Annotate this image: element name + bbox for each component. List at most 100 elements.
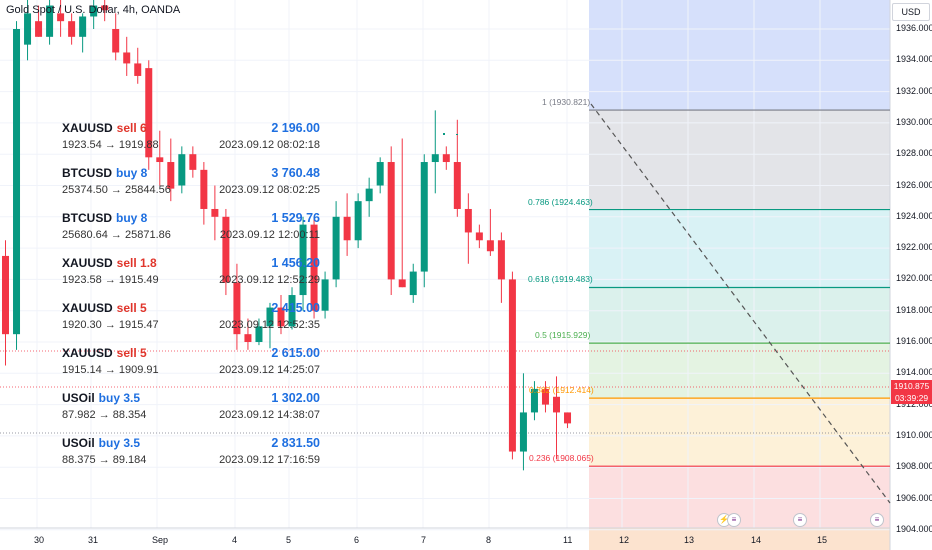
symbol-title: Gold Spot / U.S. Dollar, 4h, OANDA (6, 4, 181, 16)
candle-body (68, 21, 76, 37)
price-tick-label: 1914.000 (896, 367, 932, 378)
price-tick-label: 1904.000 (896, 523, 932, 534)
candle (156, 130, 164, 186)
trade-entry: XAUUSD sell 5 2 615.00 1915.14 → 1909.91 202… (62, 346, 320, 384)
currency-button[interactable]: USD (892, 3, 930, 21)
symbol-text: XAUUSD (62, 301, 113, 315)
candle (299, 216, 307, 311)
candle (35, 5, 43, 37)
candle (420, 154, 428, 288)
fib-level-label: 1 (1930.821) (542, 97, 591, 108)
candle (310, 216, 318, 319)
candle-body (564, 412, 572, 424)
trade-pnl: 1 302.00 (271, 391, 320, 405)
candle-body (2, 255, 9, 335)
price-tick-label: 1906.000 (896, 492, 932, 503)
candle-body (101, 5, 109, 11)
candle-body (167, 162, 175, 189)
candle-body (310, 224, 318, 311)
chart-annotations (443, 133, 458, 135)
time-tick-label: 11 (563, 535, 573, 545)
trade-symbol: XAUUSD sell 1.8 (62, 256, 157, 270)
candle-body (277, 307, 285, 327)
trade-action: sell 6 (116, 121, 147, 135)
time-tick-label: 6 (354, 535, 360, 545)
time-tick-label: 4 (232, 535, 238, 545)
candle (277, 295, 285, 335)
candle-body (332, 216, 340, 280)
trade-entry: BTCUSD buy 8 1 529.76 25680.64 → 25871.86 20… (62, 211, 320, 249)
trade-action: buy 8 (116, 166, 148, 180)
trade-symbol: BTCUSD buy 8 (62, 211, 147, 225)
trade-symbol: BTCUSD buy 8 (62, 166, 147, 180)
candle (57, 0, 65, 37)
candle-body (442, 154, 450, 163)
candle-body (464, 208, 472, 233)
candle-body (46, 5, 54, 37)
time-tick-label: 30 (34, 535, 45, 545)
candle-body (508, 279, 516, 452)
trade-action: sell 1.8 (116, 256, 157, 270)
price-tick-label: 1930.000 (896, 116, 932, 127)
price-tick-label: 1934.000 (896, 54, 932, 65)
trade-entry: BTCUSD buy 8 3 760.48 25374.50 → 25844.56 20… (62, 166, 320, 204)
candle (398, 138, 406, 288)
fib-level-label: 0.5 (1915.929) (535, 330, 591, 341)
candle-body (387, 162, 395, 280)
candle (343, 193, 351, 256)
candle (486, 208, 494, 256)
candle-body (398, 279, 406, 288)
price-tick-label: 1910.000 (896, 429, 932, 440)
time-tick-label: 5 (286, 535, 292, 545)
candle (332, 201, 340, 288)
price-tick-label: 1924.000 (896, 210, 932, 221)
us-flag-icon[interactable]: ≡ (870, 513, 884, 527)
candle (376, 157, 384, 194)
trade-pnl: 2 615.00 (271, 346, 320, 360)
symbol-text: XAUUSD (62, 256, 113, 270)
candle (475, 224, 483, 249)
candle-body (431, 154, 439, 163)
trade-symbol: USOil buy 3.5 (62, 391, 140, 405)
trade-pnl: 2 415.00 (271, 301, 320, 315)
last-price-tag: 1910.875 03:39:29 (891, 380, 932, 404)
candle (442, 146, 450, 170)
symbol-text: BTCUSD (62, 166, 112, 180)
trade-price-range: 1923.58 → 1915.49 (62, 274, 159, 286)
candle (167, 138, 175, 202)
candle-body (266, 307, 274, 327)
trade-timestamp: 2023.09.12 14:25:07 (219, 364, 320, 376)
candle-body (211, 208, 219, 217)
candle (101, 0, 109, 22)
candle-body (497, 240, 505, 280)
price-tick-label: 1918.000 (896, 304, 932, 315)
trade-action: buy 3.5 (98, 391, 141, 405)
candle (409, 263, 417, 303)
candle (519, 373, 527, 471)
price-tick-label: 1908.000 (896, 461, 932, 472)
candle (464, 193, 472, 264)
price-tick-label: 1916.000 (896, 336, 932, 346)
candle (244, 318, 252, 350)
candle-body (233, 282, 241, 335)
symbol-text: USOil (62, 391, 95, 405)
candle-body (530, 388, 538, 413)
candle (266, 302, 274, 349)
candle-body (57, 13, 65, 22)
trade-timestamp: 2023.09.12 12:52:35 (219, 319, 320, 331)
us-flag-icon[interactable]: ≡ (793, 513, 807, 527)
time-tick-label: 12 (619, 535, 630, 545)
candle (453, 119, 461, 217)
us-flag-icon[interactable]: ≡ (727, 513, 741, 527)
trade-timestamp: 2023.09.12 12:52:29 (219, 274, 320, 286)
candle-body (244, 334, 252, 342)
candle-body (365, 188, 373, 202)
symbol-text: XAUUSD (62, 346, 113, 360)
candle (123, 36, 131, 76)
marker (443, 133, 445, 135)
fibonacci-levels (589, 103, 891, 504)
symbol-text: BTCUSD (62, 211, 112, 225)
candle-body (541, 388, 549, 405)
candle (178, 146, 186, 194)
candle (321, 271, 329, 319)
